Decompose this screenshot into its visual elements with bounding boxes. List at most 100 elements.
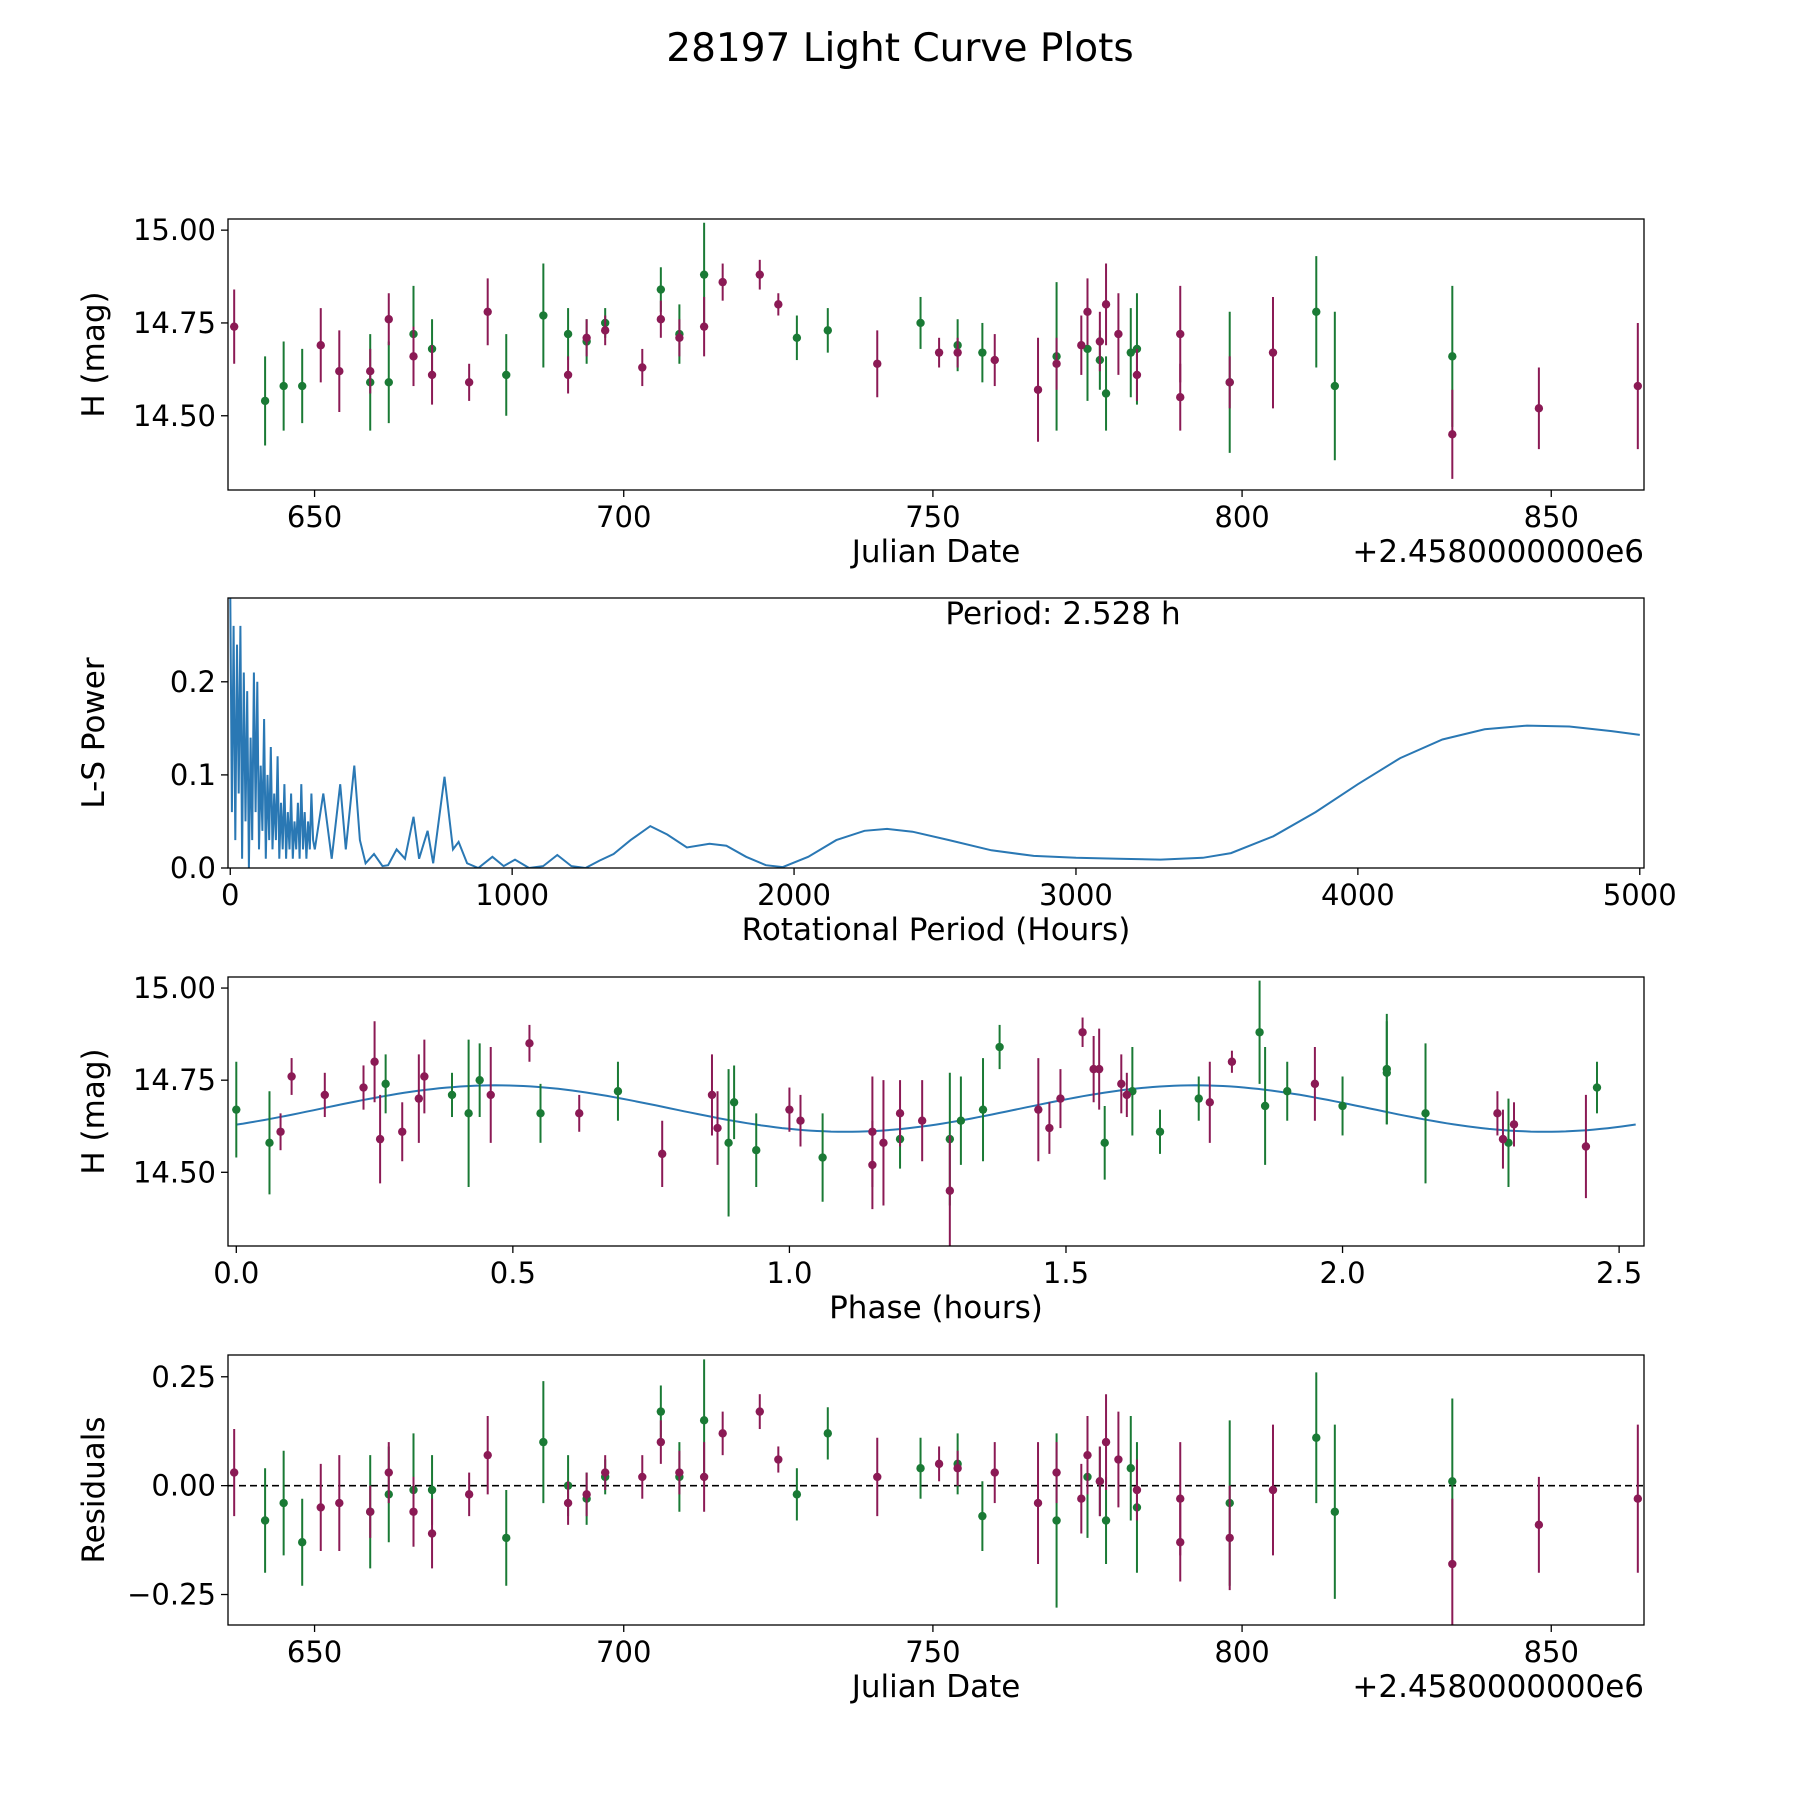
filter-a-point [1312, 1433, 1321, 1442]
x-tick-label: 850 [1524, 500, 1579, 534]
y-axis-label: L-S Power [76, 657, 112, 808]
filter-b-point [1083, 1450, 1092, 1460]
filter-b-point [1114, 1455, 1123, 1464]
filter-b-point [563, 370, 573, 380]
filter-a-point [656, 285, 666, 294]
filter-a-point [260, 1516, 270, 1525]
plot-frame [227, 976, 1645, 1247]
filter-b-point [1033, 385, 1043, 394]
x-tick-label: 850 [1524, 1635, 1579, 1669]
filter-a-point [464, 1109, 473, 1118]
x-tick-label: 5000 [1603, 878, 1677, 912]
filter-a-point [447, 1090, 457, 1100]
x-tick-label: 750 [905, 1635, 960, 1669]
filter-b-point [409, 1507, 418, 1516]
filter-a-point [1126, 1464, 1135, 1473]
filter-b-point [755, 270, 764, 279]
filter-a-point [916, 1464, 925, 1473]
periodogram-line [229, 598, 1640, 868]
filter-b-point [1310, 1079, 1320, 1089]
y-tick-label: 14.50 [133, 399, 216, 433]
filter-b-point [366, 1507, 375, 1516]
filter-b-point [1132, 1485, 1142, 1495]
y-tick-label: 14.75 [133, 1063, 216, 1097]
filter-a-point [260, 396, 270, 406]
filter-b-point [1122, 1090, 1132, 1100]
filter-a-point [995, 1042, 1004, 1052]
x-tick-label: 4000 [1321, 878, 1395, 912]
filter-b-point [1534, 1520, 1544, 1530]
filter-a-point [956, 1116, 966, 1125]
filter-b-point [699, 322, 709, 331]
data-layer [229, 598, 1640, 868]
filter-b-point [1581, 1142, 1591, 1151]
filter-b-point [1498, 1134, 1508, 1144]
data-layer [228, 1359, 1644, 1625]
filter-a-point [1338, 1101, 1347, 1111]
filter-b-point [229, 1468, 239, 1477]
filter-b-point [1176, 1538, 1185, 1547]
y-tick-label: 0.1 [170, 758, 216, 792]
filter-b-point [1509, 1120, 1519, 1129]
y-axis-label: Residuals [76, 1416, 112, 1563]
filter-b-point [1101, 300, 1111, 309]
filter-b-point [316, 341, 325, 350]
filter-a-point [279, 381, 288, 391]
y-tick-label: 0.0 [170, 851, 216, 885]
filter-b-point [699, 1472, 709, 1482]
x-tick-label: 2000 [757, 878, 831, 912]
filter-b-point [575, 1109, 584, 1118]
x-tick-label: 0.0 [213, 1256, 259, 1290]
filter-b-point [414, 1094, 424, 1103]
filter-b-point [486, 1090, 495, 1100]
filter-b-point [1078, 1028, 1087, 1037]
x-tick-label: 0 [221, 878, 239, 912]
filter-b-point [934, 348, 944, 357]
y-axis-label: H (mag) [76, 1048, 112, 1174]
filter-b-point [229, 322, 239, 331]
filter-a-point [1052, 1516, 1061, 1525]
filter-b-point [1176, 329, 1185, 339]
x-tick-label: 1.0 [766, 1256, 812, 1290]
filter-a-point [656, 1407, 666, 1416]
filter-a-point [502, 370, 511, 380]
filter-b-point [1045, 1123, 1054, 1133]
filter-a-point [279, 1498, 288, 1508]
filter-a-point [298, 1538, 307, 1547]
filter-b-point [370, 1057, 379, 1066]
x-tick-label: 1.5 [1043, 1256, 1089, 1290]
filter-b-point [582, 1490, 591, 1499]
filter-b-point [1095, 1477, 1105, 1486]
filter-b-point [427, 1529, 437, 1538]
filter-b-point [1034, 1105, 1043, 1114]
x-tick-label: 650 [287, 500, 342, 534]
filter-a-point [265, 1138, 274, 1148]
x-axis-label: Julian Date [850, 534, 1021, 570]
x-tick-label: 3000 [1039, 878, 1113, 912]
filter-b-point [785, 1105, 794, 1114]
figure-title: 28197 Light Curve Plots [666, 26, 1134, 71]
filter-a-point [1312, 307, 1321, 317]
filter-b-point [427, 370, 437, 380]
filter-b-point [1117, 1079, 1126, 1089]
filter-a-point [978, 1105, 988, 1114]
filter-b-point [1448, 1559, 1457, 1569]
filter-b-point [384, 315, 393, 324]
filter-b-point [366, 367, 375, 376]
x-axis-label: Julian Date [850, 1669, 1021, 1705]
filter-b-point [1083, 307, 1092, 317]
filter-a-point [792, 1490, 802, 1499]
x-tick-label: 0.5 [490, 1256, 536, 1290]
filter-b-point [917, 1116, 927, 1125]
y-tick-label: 0.2 [170, 665, 216, 699]
filter-b-point [483, 307, 492, 317]
filter-a-point [699, 270, 709, 279]
x-tick-label: 700 [596, 500, 651, 534]
filter-a-point [916, 318, 925, 328]
filter-a-point [502, 1533, 511, 1543]
x-offset-label: +2.4580000000e6 [1352, 1669, 1644, 1705]
filter-a-point [1101, 1516, 1111, 1525]
filter-b-point [600, 326, 610, 335]
filter-b-point [1077, 1494, 1086, 1503]
